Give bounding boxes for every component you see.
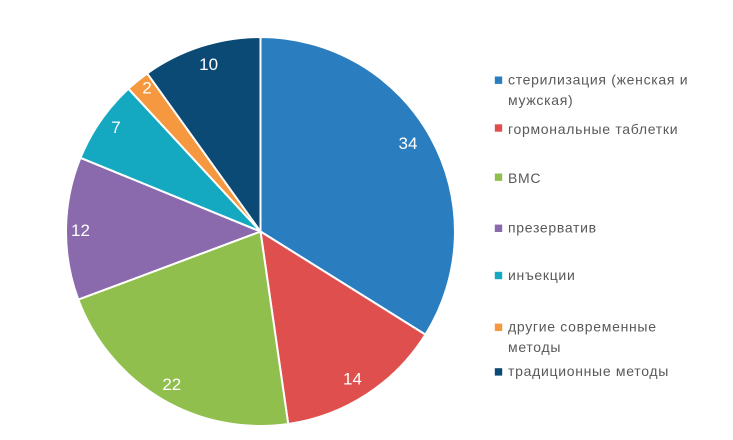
svg-text:22: 22 [162, 375, 181, 394]
svg-text:34: 34 [399, 134, 418, 153]
svg-text:7: 7 [111, 118, 120, 137]
svg-text:другие современные: другие современные [508, 318, 657, 334]
svg-text:14: 14 [343, 370, 362, 389]
svg-text:10: 10 [199, 55, 218, 74]
svg-text:методы: методы [508, 339, 561, 355]
svg-text:традиционные методы: традиционные методы [508, 363, 669, 379]
svg-text:12: 12 [71, 221, 90, 240]
svg-text:мужская): мужская) [508, 92, 573, 108]
svg-text:презерватив: презерватив [508, 220, 597, 236]
svg-text:гормональные таблетки: гормональные таблетки [508, 121, 678, 137]
svg-text:стерилизация (женская и: стерилизация (женская и [508, 71, 688, 87]
svg-text:инъекции: инъекции [508, 267, 575, 283]
svg-text:ВМС: ВМС [508, 170, 541, 186]
svg-text:2: 2 [142, 79, 151, 98]
